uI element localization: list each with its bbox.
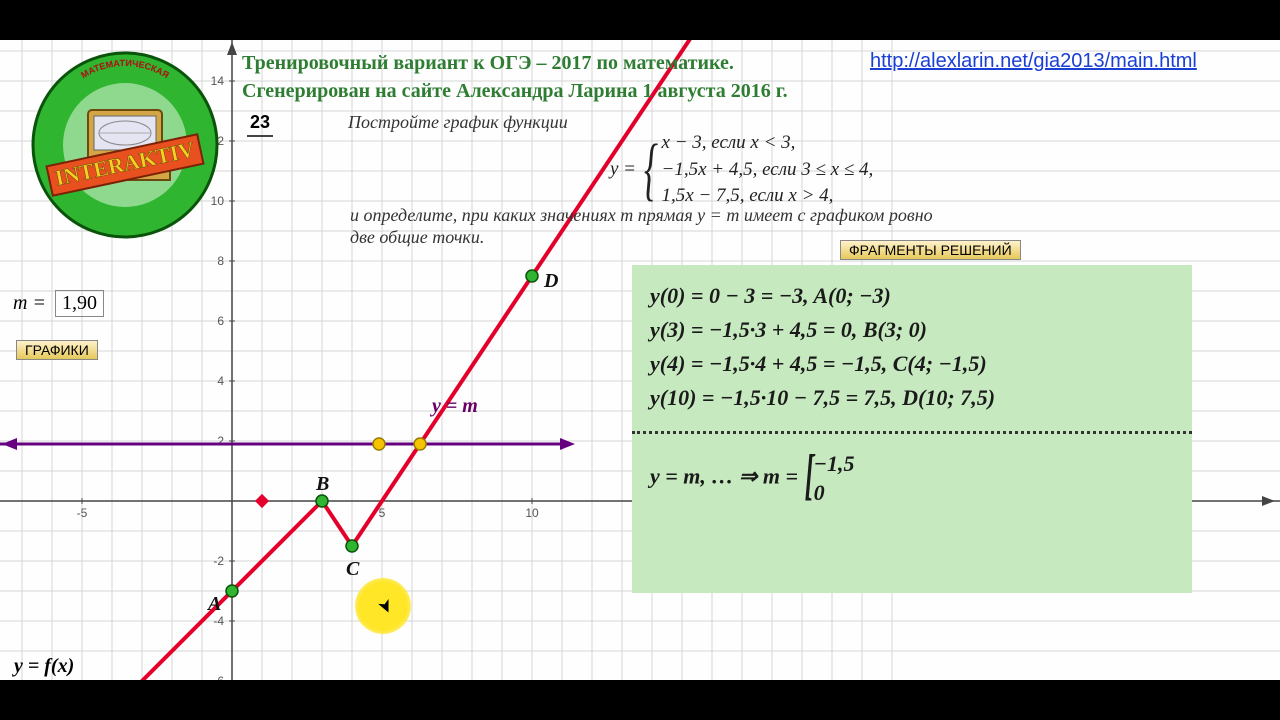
- task-line-2: и определите, при каких значениях m прям…: [350, 205, 933, 226]
- sol-line-1: y(0) = 0 − 3 = −3, A(0; −3): [650, 279, 1174, 313]
- y-equals-fx-label: y = f(x): [14, 655, 74, 678]
- y-equals-m-label: y = m: [432, 395, 478, 418]
- piecewise-formula: y = { x − 3, если x < 3, −1,5x + 4,5, ес…: [610, 130, 873, 210]
- title-line-1: Тренировочный вариант к ОГЭ – 2017 по ма…: [242, 52, 734, 75]
- graphics-button[interactable]: ГРАФИКИ: [16, 340, 98, 360]
- formula-prefix: y =: [610, 158, 636, 179]
- sol-line-2: y(3) = −1,5·3 + 4,5 = 0, B(3; 0): [650, 313, 1174, 347]
- svg-text:-2: -2: [213, 554, 224, 568]
- fragments-button[interactable]: ФРАГМЕНТЫ РЕШЕНИЙ: [840, 240, 1021, 260]
- svg-text:2: 2: [217, 434, 224, 448]
- solution-panel: y(0) = 0 − 3 = −3, A(0; −3) y(3) = −1,5·…: [632, 265, 1192, 593]
- task-line-1: Постройте график функции: [348, 112, 568, 133]
- sol-answer: y = m, … ⇒ m = [ −1,5 0: [650, 450, 1174, 507]
- m-input-group: m = 1,90: [13, 290, 104, 317]
- point-label-A: A: [208, 593, 221, 616]
- m-label: m =: [13, 292, 46, 314]
- logo: МАТЕМАТИЧЕСКАЯ МАТЕМАТИЧЕСКАЯ INTERAKTIV: [30, 50, 220, 240]
- point-label-C: C: [346, 558, 359, 581]
- branch-1: x − 3, если x < 3,: [662, 130, 874, 157]
- svg-text:-4: -4: [213, 614, 224, 628]
- point-label-D: D: [544, 270, 558, 293]
- svg-text:10: 10: [525, 506, 539, 520]
- svg-text:-5: -5: [77, 506, 88, 520]
- point-label-B: B: [316, 473, 329, 496]
- sol-line-4: y(10) = −1,5·10 − 7,5 = 7,5, D(10; 7,5): [650, 381, 1174, 415]
- svg-text:-6: -6: [213, 674, 224, 680]
- title-line-2: Сгенерирован на сайте Александра Ларина …: [242, 80, 788, 103]
- source-link[interactable]: http://alexlarin.net/gia2013/main.html: [870, 50, 1197, 73]
- sol-line-3: y(4) = −1,5·4 + 4,5 = −1,5, C(4; −1,5): [650, 347, 1174, 381]
- svg-text:6: 6: [217, 314, 224, 328]
- svg-text:4: 4: [217, 374, 224, 388]
- svg-text:5: 5: [379, 506, 386, 520]
- branch-2: −1,5x + 4,5, если 3 ≤ x ≤ 4,: [662, 157, 874, 184]
- svg-text:8: 8: [217, 254, 224, 268]
- task-line-3: две общие точки.: [350, 227, 484, 248]
- m-value-field[interactable]: 1,90: [55, 290, 104, 317]
- task-number: 23: [247, 112, 273, 137]
